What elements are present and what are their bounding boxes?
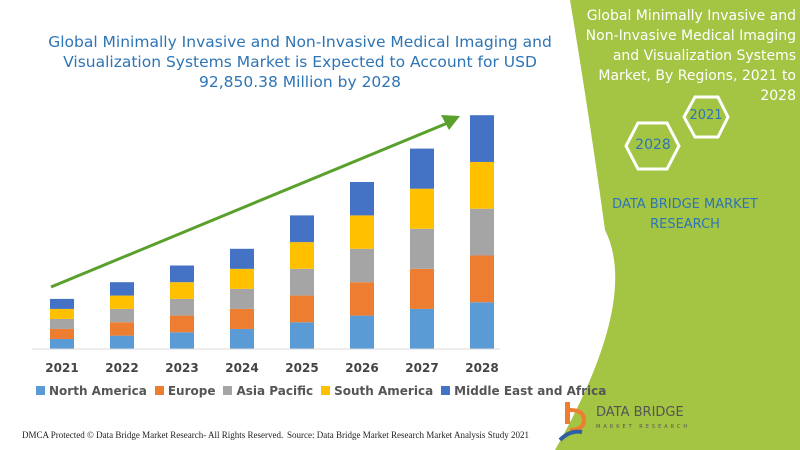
- x-tick-label: 2023: [165, 361, 198, 375]
- bar-segment-2022-3: [110, 295, 134, 309]
- bar-segment-2028-3: [470, 161, 494, 209]
- bar-segment-2023-0: [170, 332, 194, 349]
- legend-swatch: [154, 386, 164, 395]
- bar-segment-2025-3: [290, 242, 314, 269]
- legend-label: Asia Pacific: [236, 384, 314, 398]
- bar-segment-2021-0: [50, 338, 74, 349]
- x-tick-label: 2024: [225, 361, 258, 375]
- footer-source: Source: Data Bridge Market Research Mark…: [287, 430, 529, 440]
- logo-sub: MARKET RESEARCH: [596, 424, 691, 430]
- stacked-bar-chart: 2021 2022 2023 2024 2025 2026 2027 2028: [45, 115, 499, 375]
- legend-swatch: [321, 386, 331, 395]
- legend-label: North America: [49, 384, 147, 398]
- bar-segment-2026-2: [350, 248, 374, 283]
- x-tick-label: 2026: [345, 361, 378, 375]
- brand-text: DATA BRIDGE MARKET RESEARCH: [612, 197, 758, 232]
- bar-segment-2023-3: [170, 282, 194, 299]
- side-title: Global Minimally Invasive and Non-Invasi…: [585, 8, 796, 104]
- x-tick-label: 2028: [465, 361, 498, 375]
- bar-segment-2027-1: [410, 268, 434, 309]
- legend-item: Middle East and Africa: [441, 384, 606, 398]
- trend-arrow: [50, 120, 451, 289]
- bar-segment-2021-2: [50, 318, 74, 329]
- bar-segment-2026-1: [350, 282, 374, 316]
- bar-segment-2022-1: [110, 322, 134, 336]
- legend-swatch: [36, 386, 45, 395]
- x-tick-label: 2022: [105, 361, 138, 375]
- bar-segment-2021-1: [50, 328, 74, 339]
- logo-name: DATA BRIDGE: [596, 405, 684, 420]
- x-tick-label: 2021: [45, 361, 78, 375]
- hex-2028-label: 2028: [635, 137, 671, 153]
- bar-segment-2024-1: [230, 308, 254, 329]
- green-side-panel: [555, 0, 800, 450]
- legend-swatch: [223, 386, 233, 395]
- bar-segment-2025-1: [290, 295, 314, 323]
- legend-label: Middle East and Africa: [454, 384, 607, 398]
- bar-segment-2023-4: [170, 265, 194, 283]
- bar-segment-2025-2: [290, 268, 314, 296]
- bar-segment-2021-3: [50, 308, 74, 319]
- chart-legend: North America Europe Asia Pacific South Ame…: [36, 384, 606, 398]
- bar-segment-2024-4: [230, 248, 254, 269]
- bar-segment-2026-4: [350, 182, 374, 216]
- bar-segment-2023-2: [170, 298, 194, 316]
- bar-segment-2025-4: [290, 215, 314, 243]
- bar-segment-2027-0: [410, 308, 434, 349]
- chart-title: Global Minimally Invasive and Non-Invasi…: [48, 33, 552, 91]
- legend-swatch: [441, 386, 451, 395]
- bar-segment-2028-1: [470, 255, 494, 303]
- legend-item: North America: [36, 384, 147, 398]
- bar-segment-2027-3: [410, 188, 434, 229]
- legend-item: Europe: [154, 384, 216, 398]
- bar-segment-2028-2: [470, 208, 494, 256]
- bar-segment-2024-2: [230, 288, 254, 309]
- footer-dmca: DMCA Protected © Data Bridge Market Rese…: [22, 430, 284, 440]
- bar-segment-2028-0: [470, 302, 494, 349]
- bar-segment-2027-2: [410, 228, 434, 269]
- bar-segment-2025-0: [290, 322, 314, 349]
- bar-segment-2026-3: [350, 215, 374, 249]
- bar-segment-2028-4: [470, 115, 494, 162]
- bar-segment-2022-4: [110, 282, 134, 296]
- legend-item: South America: [321, 384, 433, 398]
- hex-2021-label: 2021: [689, 108, 723, 123]
- bar-segment-2023-1: [170, 315, 194, 333]
- trend-arrow-head: [441, 115, 460, 130]
- legend-item: Asia Pacific: [223, 384, 313, 398]
- bar-segment-2026-0: [350, 315, 374, 349]
- bar-segment-2022-0: [110, 335, 134, 349]
- x-tick-label: 2025: [285, 361, 318, 375]
- bar-segment-2024-0: [230, 328, 254, 349]
- bar-segment-2022-2: [110, 308, 134, 323]
- bar-segment-2024-3: [230, 268, 254, 289]
- legend-label: Europe: [167, 384, 216, 398]
- bar-segment-2027-4: [410, 148, 434, 189]
- hexagon-2028: [624, 121, 681, 171]
- legend-label: South America: [334, 384, 434, 398]
- bar-segment-2021-4: [50, 298, 74, 309]
- logo-icon: [558, 402, 587, 442]
- x-tick-label: 2027: [405, 361, 438, 375]
- hexagon-2021: [682, 95, 730, 139]
